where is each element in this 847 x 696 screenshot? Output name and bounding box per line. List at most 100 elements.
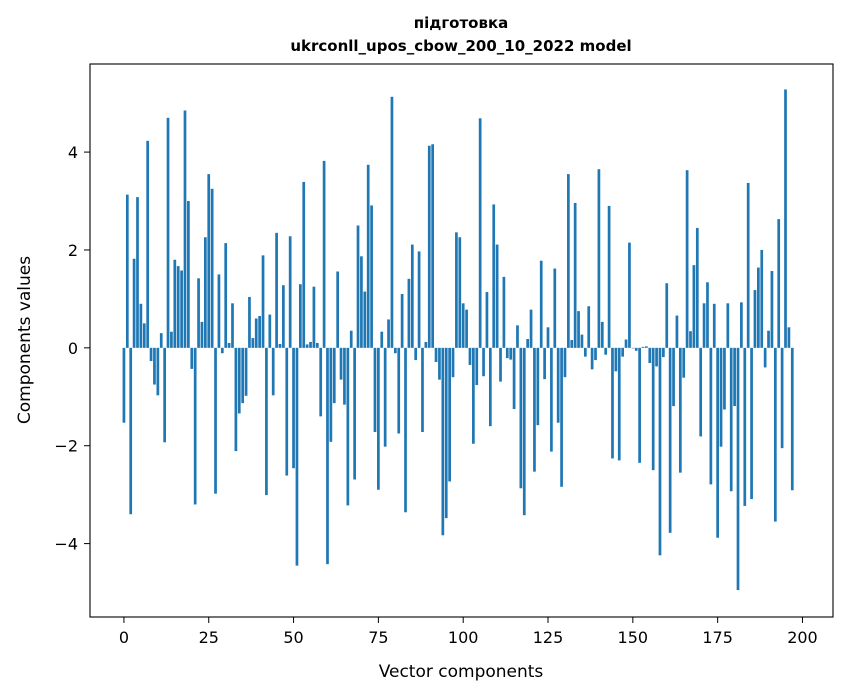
bar [536,347,540,426]
bar [224,243,228,348]
bar [553,268,557,348]
bar [251,338,255,348]
bar [302,181,306,348]
bar [122,347,126,423]
bar [343,347,346,405]
bar [634,347,638,351]
bar [180,270,183,348]
bar [624,339,628,348]
bar [315,342,319,348]
bar [492,204,496,348]
bar [740,302,743,348]
bar [187,201,190,348]
bar [166,117,170,348]
bar [125,194,129,348]
bar [156,347,160,396]
bar [407,278,411,348]
bar [265,347,268,496]
bar [431,144,435,348]
bar [210,188,214,348]
y-tick-label: 0 [68,339,78,358]
bar [349,330,353,348]
bar [397,347,401,434]
y-axis-ticks: −4 −2 0 2 4 [54,143,90,554]
bar [319,347,323,417]
bar [763,347,767,368]
bar [675,315,679,348]
bar [417,251,421,348]
bar [594,347,597,361]
bar [780,347,784,449]
bar [170,331,173,348]
bar [261,255,265,348]
x-tick-label: 0 [119,628,129,647]
bar [526,339,530,348]
bar [678,347,682,473]
bar [234,347,238,452]
bar [750,347,753,500]
bar [662,347,665,358]
x-axis-ticks: 0 25 50 75 100 125 150 175 200 [119,617,818,647]
bar [702,303,706,348]
chart-title-line1: підготовка [414,14,509,32]
bar [628,242,631,348]
bar [641,346,645,348]
bar [719,347,723,447]
bar [777,219,781,348]
bar [400,294,404,348]
bar [607,205,611,348]
bar [567,174,570,348]
y-axis-label: Components values [15,256,35,424]
bar [282,285,285,348]
bar [441,347,445,536]
bar [336,271,340,348]
bar [414,347,418,361]
bar [271,347,275,396]
bar [373,347,377,433]
bar [505,347,509,359]
x-tick-label: 175 [702,628,733,647]
bar [258,316,261,348]
bar [278,343,282,348]
bar [695,227,699,348]
bar [295,347,299,566]
bar [455,232,458,348]
plot-frame [89,63,834,618]
bar [543,347,546,380]
bar [159,333,163,348]
bar [600,321,604,348]
bar [550,347,553,452]
bar [458,237,462,348]
bar [465,309,468,348]
bar [638,347,641,463]
bar [173,259,177,348]
bar [461,303,465,348]
bar [699,347,703,437]
bar [692,265,696,348]
bar [231,303,234,348]
bar [726,303,730,348]
bar [363,291,367,348]
bar [590,347,594,370]
bar [332,347,336,404]
bar [448,347,451,482]
bar [136,197,139,348]
bar [268,314,272,348]
bar [387,319,390,348]
bar [217,274,221,348]
bar [132,258,136,348]
bar [139,303,143,348]
bar [360,256,363,348]
chart-title-line2: ukrconll_upos_cbow_200_10_2022 model [290,37,631,55]
bar [482,347,485,377]
bar [519,347,523,489]
bar [248,296,251,348]
bar [580,334,584,348]
bar [305,344,309,348]
bar [288,236,292,348]
bar [353,347,356,480]
bar [736,347,740,591]
bar [522,347,526,516]
bar [790,347,794,491]
bar [573,202,577,348]
